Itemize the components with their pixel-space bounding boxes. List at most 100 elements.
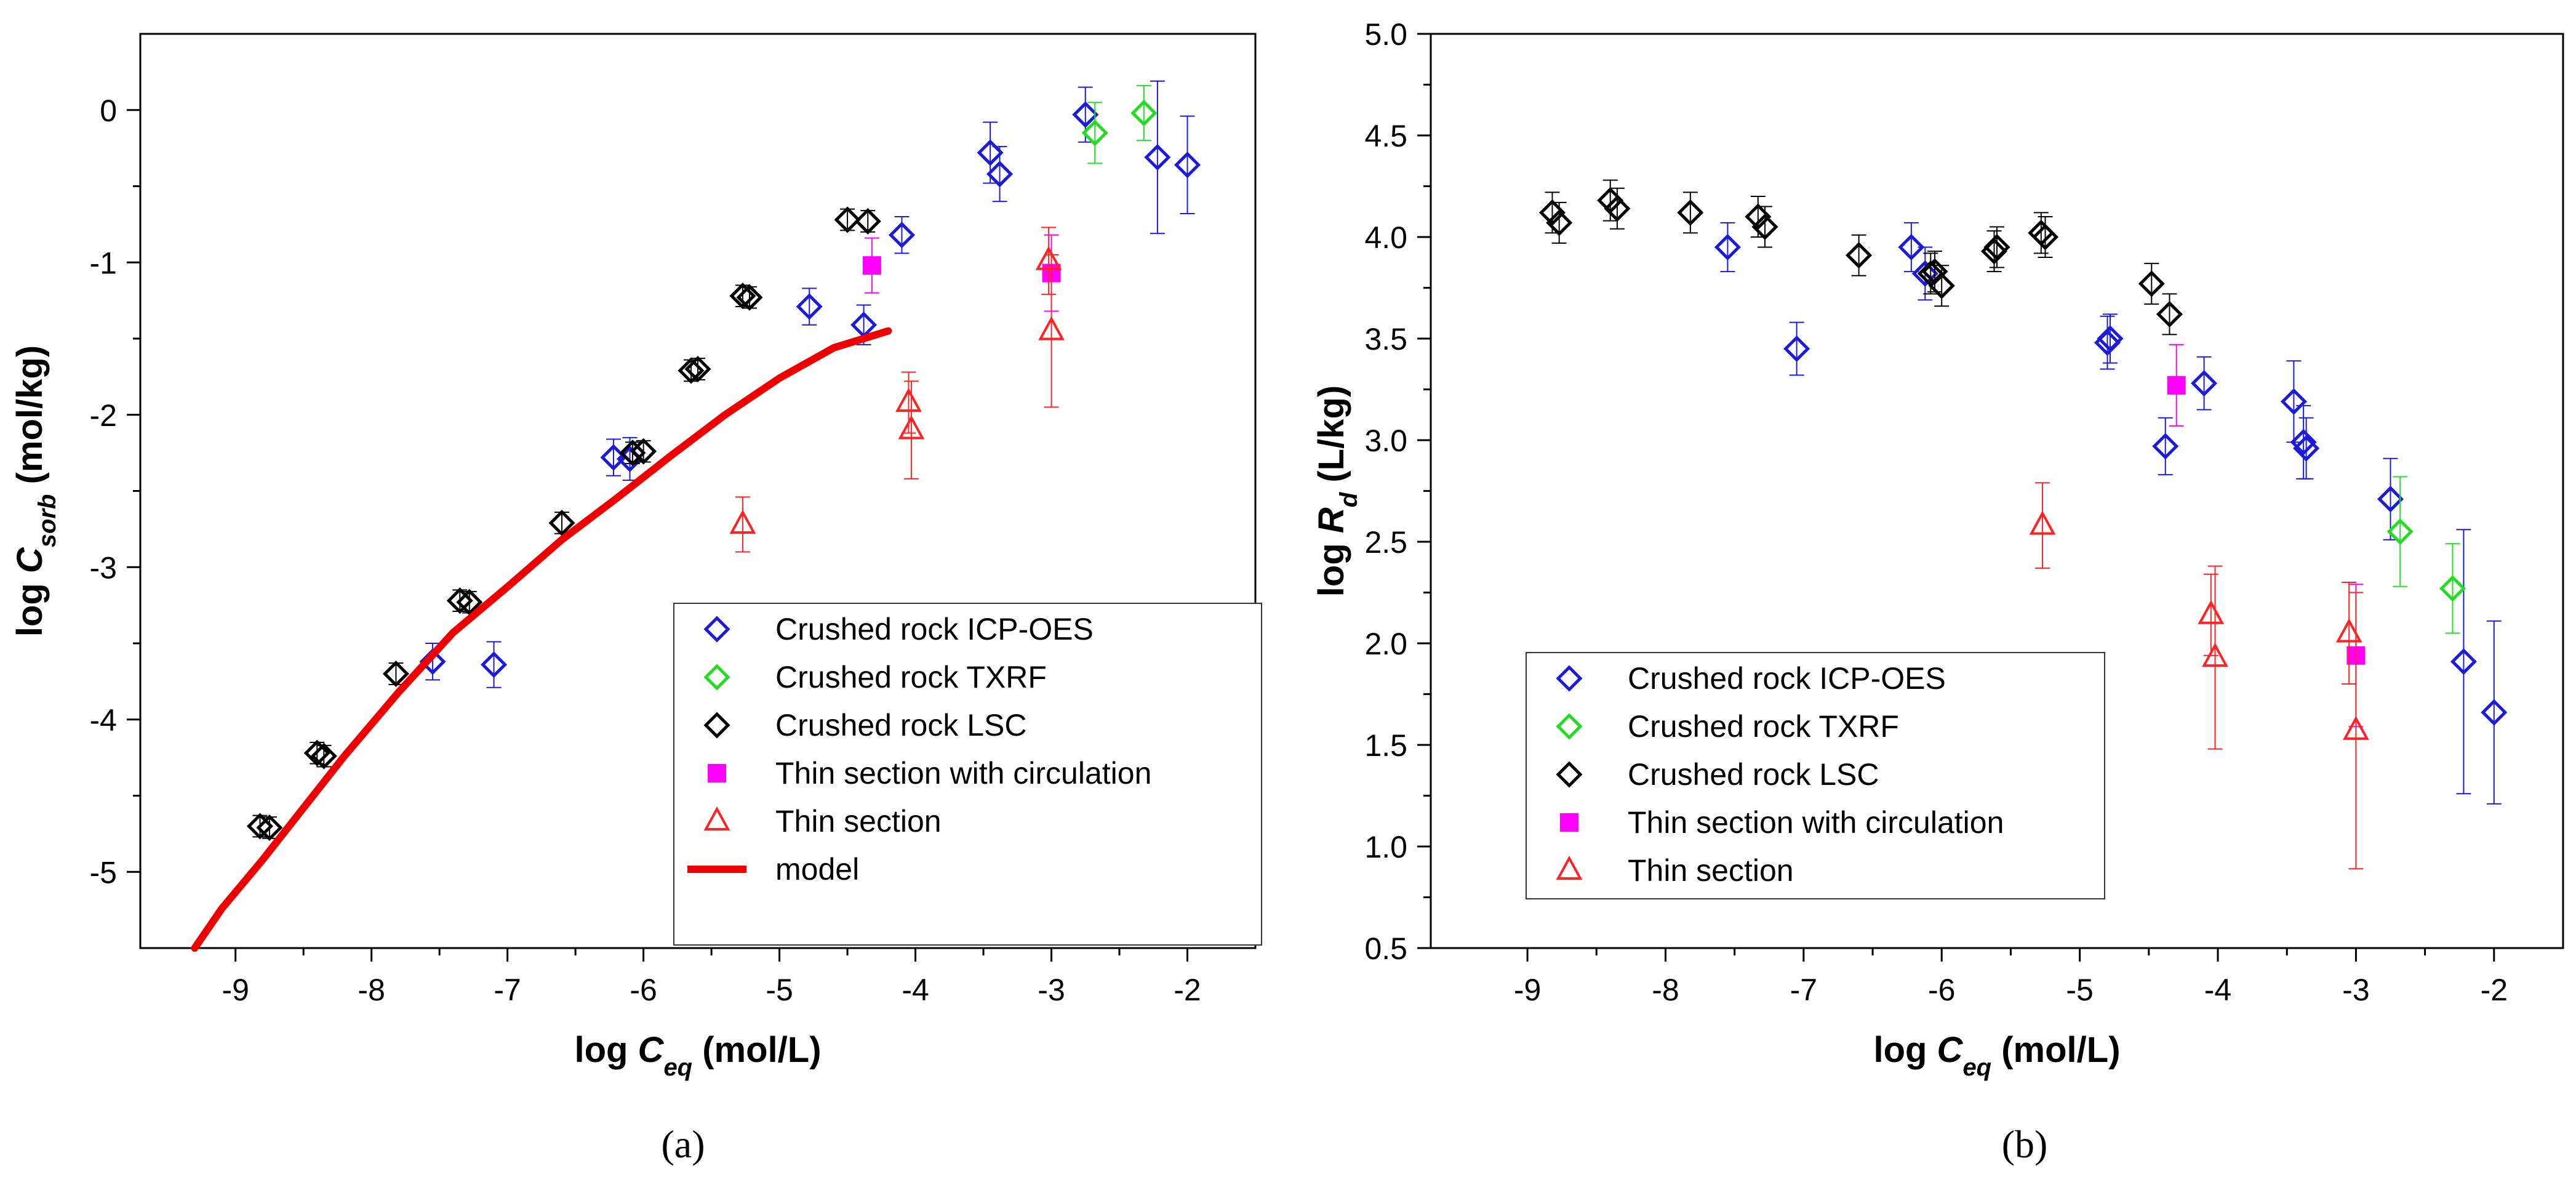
error-bar	[2162, 293, 2177, 336]
x-tick-label: -2	[1174, 973, 1201, 1007]
data-point	[382, 660, 409, 688]
error-bar	[2383, 457, 2398, 541]
error-bar	[2033, 212, 2049, 254]
data-point	[2152, 433, 2179, 460]
legend-entry-label: Crushed rock ICP-OES	[775, 612, 1094, 646]
legend-box	[1526, 652, 2105, 899]
data-point	[2386, 518, 2414, 545]
series-crushed-rock-lsc	[1538, 179, 2183, 336]
panel-b: -9 -8 -7 -6 -5 -4 -3 -2 0.5 1.0 1.5 2.0 2.5 3.0 3.5 4.0…	[1311, 17, 2564, 1166]
error-bar	[2298, 417, 2314, 480]
plot-a-ticks: -9 -8 -7 -6 -5 -4 -3 -2 -5 -4 -3 -2 -1 0	[90, 94, 1201, 1007]
data-point	[1130, 100, 1158, 127]
error-bar	[1720, 222, 1735, 273]
x-tick-label: -4	[2204, 973, 2231, 1007]
legend-entry-label: Crushed rock ICP-OES	[1628, 661, 1946, 696]
y-tick-label: 2.0	[1364, 627, 1407, 661]
data-point	[1714, 233, 1741, 261]
x-tick-label: -6	[630, 973, 657, 1007]
x-tick-label: -9	[1514, 973, 1541, 1007]
error-bar	[2348, 592, 2364, 870]
data-point	[2032, 223, 2059, 251]
data-point	[729, 509, 756, 534]
data-point	[2280, 388, 2307, 415]
panel-b-label: (b)	[2002, 1122, 2048, 1166]
data-point	[2029, 510, 2056, 535]
error-bar	[1903, 222, 1919, 273]
error-bar	[2286, 360, 2302, 443]
series-model	[191, 327, 892, 952]
data-point	[619, 440, 646, 467]
data-point	[630, 438, 657, 465]
error-bar	[2486, 620, 2502, 805]
legend-marker	[1556, 665, 1583, 692]
x-tick-label: -8	[1652, 973, 1679, 1007]
error-bar	[2144, 262, 2159, 305]
error-bar	[1087, 102, 1103, 164]
data-point	[1081, 119, 1108, 147]
data-point	[977, 139, 1004, 166]
error-bar	[1789, 321, 1804, 376]
x-tick-label: -7	[494, 973, 521, 1007]
data-point	[736, 284, 763, 311]
y-tick-label: 3.5	[1364, 322, 1407, 356]
data-point	[2481, 699, 2508, 726]
panel-a: -9 -8 -7 -6 -5 -4 -3 -2 -5 -4 -3 -2 -1 0 Crushed rock…	[10, 33, 1262, 1166]
data-point	[2439, 575, 2466, 602]
series-thin-section	[729, 227, 1065, 553]
data-point	[2202, 642, 2228, 667]
data-point	[1072, 101, 1099, 128]
data-point	[446, 587, 473, 614]
data-point	[481, 651, 508, 678]
data-point	[1144, 143, 1171, 171]
legend-entry-label: Thin section with circulation	[1628, 805, 2004, 840]
data-point	[2167, 376, 2186, 395]
panel-a-label: (a)	[661, 1122, 705, 1166]
error-bar	[1990, 226, 2004, 268]
error-bar	[2103, 313, 2118, 364]
error-bar	[2203, 573, 2218, 656]
error-bar	[2456, 529, 2471, 795]
series-crushed-rock-txrf	[2386, 476, 2466, 634]
data-point	[1751, 213, 1778, 241]
error-bar	[1682, 191, 1698, 234]
y-tick-label: 0	[100, 94, 117, 128]
data-point	[2138, 270, 2165, 297]
legend-marker	[1556, 855, 1583, 880]
data-point	[2377, 486, 2404, 513]
legend-marker	[703, 664, 730, 691]
error-bar	[1136, 85, 1151, 142]
x-tick-label: -5	[766, 973, 793, 1007]
data-point	[548, 509, 575, 537]
x-tick-label: -3	[1038, 973, 1065, 1007]
data-point	[1035, 246, 1062, 270]
data-point	[834, 206, 861, 233]
legend-box	[673, 603, 1262, 946]
data-point	[1677, 199, 1704, 226]
error-bar	[1934, 265, 1950, 307]
data-point	[1898, 233, 1925, 261]
error-bar	[903, 380, 919, 480]
plot-b-legend: Crushed rock ICP-OES Crushed rock TXRF Cru…	[1526, 652, 2105, 899]
x-tick-label: -7	[1790, 973, 1817, 1007]
data-point	[2335, 618, 2362, 643]
legend-marker	[1560, 813, 1578, 832]
legend-entry-label: Thin section	[775, 804, 942, 838]
y-tick-label: -5	[90, 855, 117, 890]
error-bar	[1609, 187, 1625, 230]
legend-marker	[1556, 713, 1583, 740]
data-point	[1038, 316, 1065, 340]
y-tick-label: -2	[90, 398, 117, 433]
x-tick-label: -5	[2066, 973, 2093, 1007]
legend-entry-label: model	[775, 852, 859, 886]
data-point	[1983, 233, 2010, 261]
y-tick-label: 4.0	[1364, 220, 1407, 255]
error-bar	[1044, 254, 1059, 408]
data-point	[986, 161, 1014, 188]
error-bar	[1758, 206, 1773, 248]
legend-entry-label: Crushed rock TXRF	[775, 660, 1047, 694]
data-point	[2450, 648, 2477, 675]
data-point	[898, 415, 925, 440]
error-bar	[2207, 565, 2223, 750]
